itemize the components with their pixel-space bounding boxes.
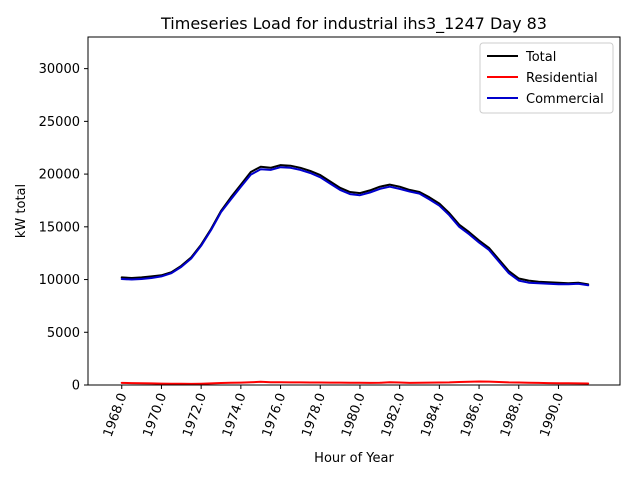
series-line-residential [120,380,590,385]
y-tick-label: 5000 [47,326,80,341]
legend-label-residential: Residential [526,71,598,86]
y-tick-label: 10000 [39,273,80,288]
y-tick-label: 25000 [39,115,80,130]
y-tick-label: 30000 [39,62,80,77]
plot-frame [87,36,621,386]
y-tick-label: 15000 [39,220,80,235]
y-tick-label: 20000 [39,168,80,183]
y-axis-label: kW total [14,184,29,238]
y-axis: 0 5000 10000 15000 20000 25000 30000 [39,62,88,394]
x-axis-label: Hour of Year [314,451,394,466]
series-layer [120,164,590,385]
series-line-commercial [120,166,590,287]
chart-title: Timeseries Load for industrial ihs3_1247… [160,14,547,34]
legend-box [479,42,614,114]
legend-label-commercial: Commercial [526,92,604,107]
y-tick-label: 0 [72,379,80,394]
legend: Total Residential Commercial [479,42,614,114]
legend-label-total: Total [525,50,556,65]
